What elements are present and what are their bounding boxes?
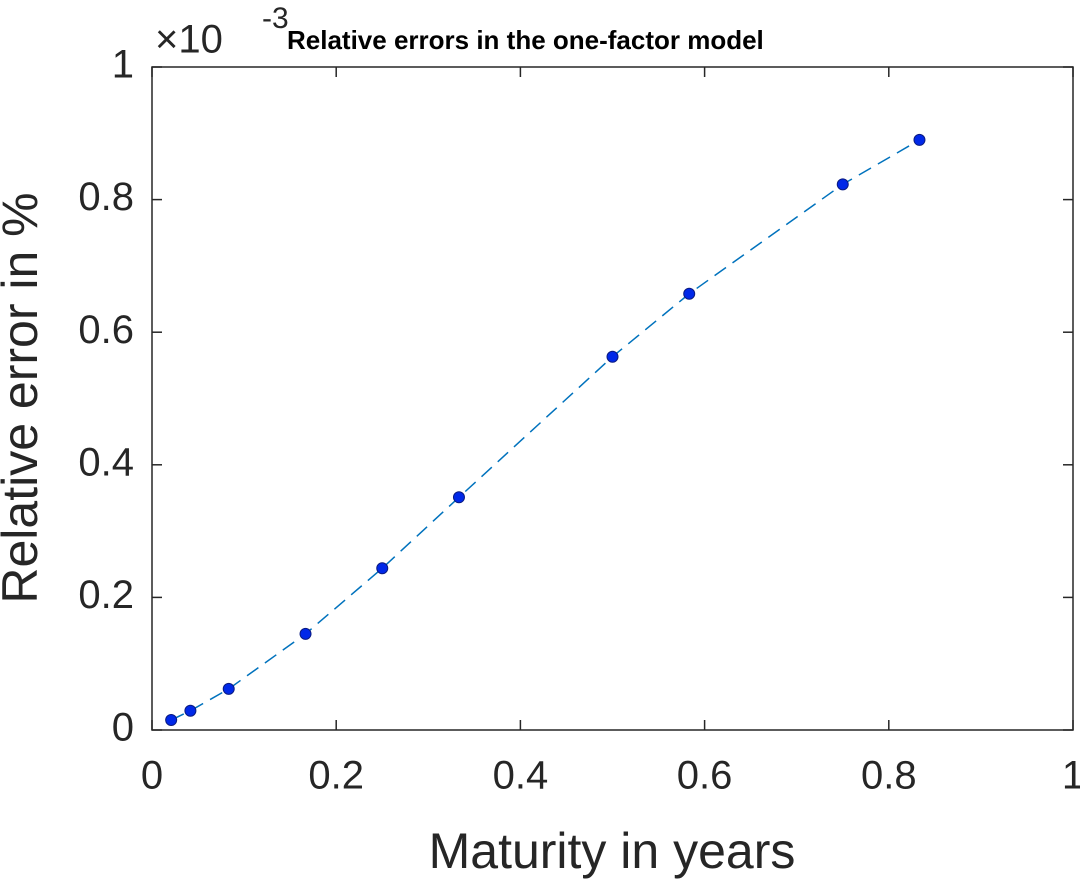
data-point	[836, 178, 849, 191]
data-point	[299, 627, 312, 640]
x-tick-label: 0.4	[493, 754, 549, 798]
y-tick-label: 1	[112, 43, 134, 87]
chart-title: Relative errors in the one-factor model	[287, 25, 764, 55]
plot-box	[151, 66, 1074, 731]
x-tick-label: 0	[141, 754, 163, 798]
x-tick-label: 1	[1062, 754, 1080, 798]
x-tick-label: 0.6	[677, 754, 733, 798]
y-tick-label: 0.4	[78, 440, 134, 484]
data-point	[452, 491, 465, 504]
data-point	[184, 704, 197, 717]
y-multiplier-exponent: -3	[262, 2, 289, 35]
data-point	[683, 287, 696, 300]
data-point	[376, 562, 389, 575]
y-tick-label: 0.2	[78, 573, 134, 617]
x-tick-label: 0.2	[308, 754, 364, 798]
x-tick-label: 0.8	[861, 754, 917, 798]
data-point	[913, 133, 926, 146]
y-tick-label: 0.8	[78, 175, 134, 219]
y-multiplier-base: ×10	[155, 18, 223, 62]
series-line	[170, 139, 920, 721]
data-point	[606, 350, 619, 363]
data-point	[165, 714, 178, 727]
y-axis-label: Relative error in %	[0, 192, 48, 603]
x-axis-label: Maturity in years	[429, 823, 796, 879]
data-point	[222, 682, 235, 695]
y-tick-label: 0.6	[78, 308, 134, 352]
y-tick-label: 0	[112, 706, 134, 750]
